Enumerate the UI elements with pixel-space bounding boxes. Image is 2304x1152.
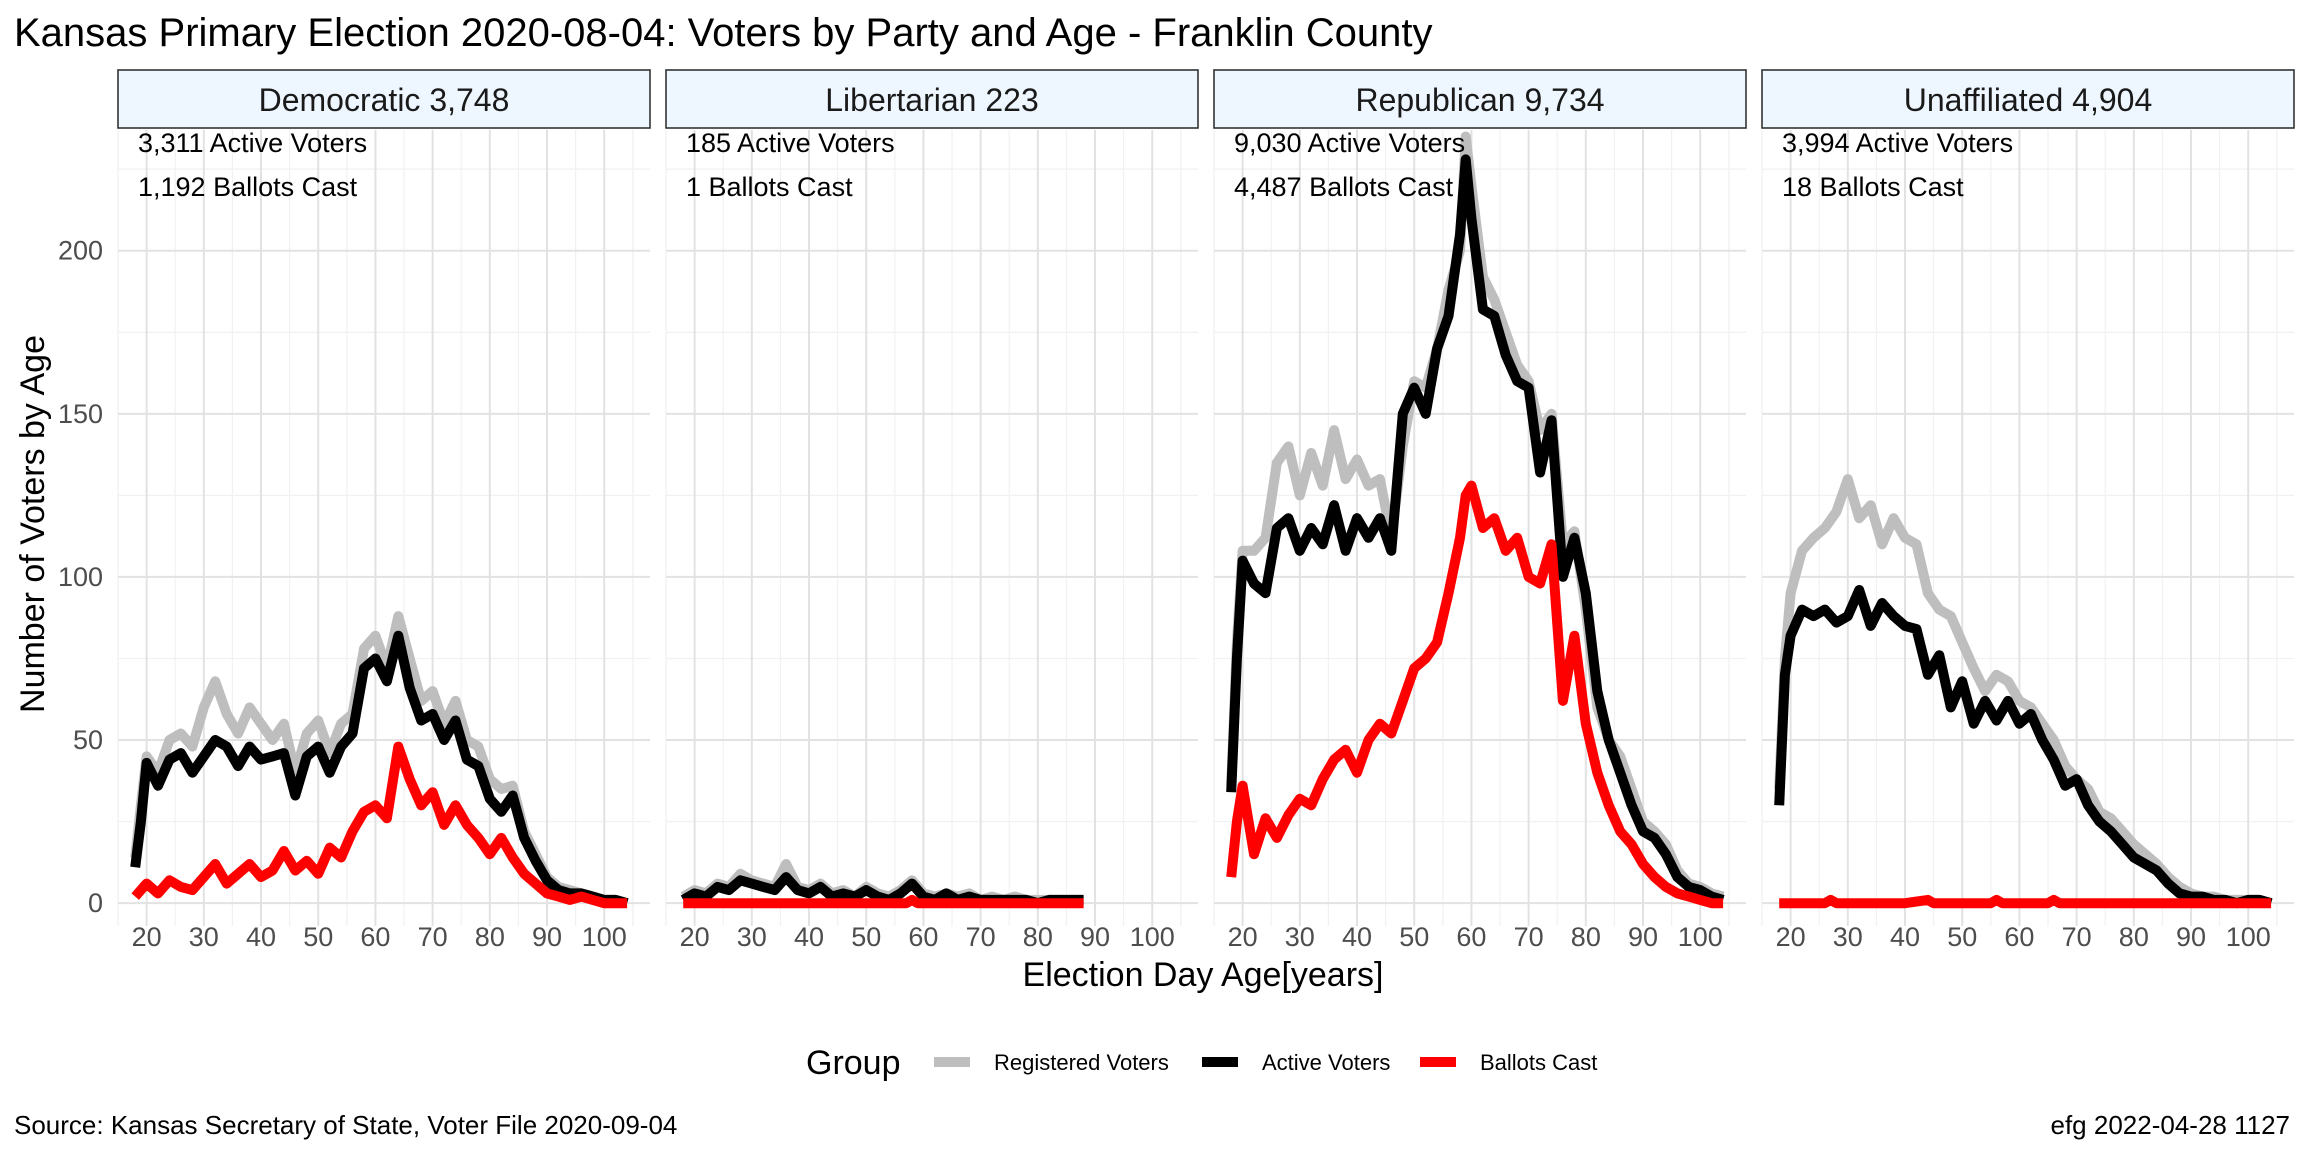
x-tick-label: 60 xyxy=(908,922,938,952)
x-tick-label: 30 xyxy=(737,922,767,952)
x-tick-label: 90 xyxy=(1080,922,1110,952)
x-tick-label: 100 xyxy=(2226,922,2271,952)
x-tick-label: 30 xyxy=(189,922,219,952)
gridlines xyxy=(1761,130,2294,926)
x-tick-label: 80 xyxy=(475,922,505,952)
strip-label: Republican 9,734 xyxy=(1355,82,1604,118)
facet-panel-3: Republican 9,734 9,030 Active Voters 4,487… xyxy=(1213,69,1747,952)
ballots-cast-label: 4,487 Ballots Cast xyxy=(1234,172,1454,202)
x-tick-label: 60 xyxy=(2004,922,2034,952)
x-tick-label: 30 xyxy=(1285,922,1315,952)
x-tick-label: 90 xyxy=(532,922,562,952)
gridlines xyxy=(1213,130,1746,926)
x-tick-label: 90 xyxy=(1628,922,1658,952)
series-line-ballots xyxy=(1779,894,2272,909)
series-line-active xyxy=(130,630,629,909)
x-tick-label: 40 xyxy=(794,922,824,952)
x-axis-title: Election Day Age[years] xyxy=(1023,956,1384,994)
gridlines xyxy=(117,130,650,926)
facet-panel-2: Libertarian 223 185 Active Voters 1 Ballot… xyxy=(665,69,1199,952)
strip-background xyxy=(117,69,651,129)
x-tick-label: 100 xyxy=(582,922,627,952)
x-tick-label: 40 xyxy=(1890,922,1920,952)
facet-panel-1: Democratic 3,748 3,311 Active Voters 1,192… xyxy=(117,69,651,952)
facet-panel-4: Unaffiliated 4,904 3,994 Active Voters 18 … xyxy=(1761,69,2295,952)
active-voters-label: 3,994 Active Voters xyxy=(1782,128,2013,158)
y-tick-label: 200 xyxy=(58,236,103,266)
x-tick-label: 90 xyxy=(2176,922,2206,952)
y-tick-label: 0 xyxy=(88,888,103,918)
x-tick-label: 70 xyxy=(2062,922,2092,952)
legend-entries: Registered Voters Active Voters Ballots Ca… xyxy=(934,1050,1597,1075)
y-tick-label: 100 xyxy=(58,562,103,592)
x-tick-label: 80 xyxy=(1571,922,1601,952)
active-voters-label: 185 Active Voters xyxy=(686,128,895,158)
x-tick-label: 40 xyxy=(246,922,276,952)
x-tick-label: 80 xyxy=(2119,922,2149,952)
source-caption: Source: Kansas Secretary of State, Voter… xyxy=(14,1110,677,1140)
x-tick-label: 80 xyxy=(1023,922,1053,952)
x-tick-label: 50 xyxy=(1399,922,1429,952)
legend-label: Registered Voters xyxy=(994,1050,1169,1075)
active-voters-label: 9,030 Active Voters xyxy=(1234,128,1465,158)
x-tick-label: 100 xyxy=(1130,922,1175,952)
x-tick-label: 70 xyxy=(966,922,996,952)
legend-title: Group xyxy=(806,1044,901,1082)
x-tick-label: 30 xyxy=(1833,922,1863,952)
x-tick-label: 50 xyxy=(851,922,881,952)
series-line-ballots xyxy=(131,741,628,909)
strip-label: Libertarian 223 xyxy=(825,82,1038,118)
x-tick-label: 70 xyxy=(1514,922,1544,952)
ballots-cast-label: 1,192 Ballots Cast xyxy=(138,172,358,202)
x-tick-label: 20 xyxy=(1228,922,1258,952)
ballots-cast-label: 1 Ballots Cast xyxy=(686,172,853,202)
strip-background xyxy=(1213,69,1747,129)
x-tick-label: 20 xyxy=(680,922,710,952)
strip-background xyxy=(1761,69,2295,129)
x-tick-label: 40 xyxy=(1342,922,1372,952)
y-tick-label: 150 xyxy=(58,399,103,429)
ballots-cast-label: 18 Ballots Cast xyxy=(1782,172,1964,202)
series-line-ballots xyxy=(683,894,1084,909)
y-axis-title: Number of Voters by Age xyxy=(14,335,52,713)
strip-label: Democratic 3,748 xyxy=(259,82,510,118)
strip-background xyxy=(665,69,1199,129)
active-voters-label: 3,311 Active Voters xyxy=(138,128,367,158)
series-line-registered xyxy=(1774,474,2273,909)
legend-label: Active Voters xyxy=(1262,1050,1390,1075)
x-tick-label: 70 xyxy=(418,922,448,952)
legend: Group Registered Voters Active Voters Ball… xyxy=(806,1044,1597,1082)
x-tick-label: 60 xyxy=(360,922,390,952)
strip-label: Unaffiliated 4,904 xyxy=(1904,82,2152,118)
y-axis-ticks: 0 50 100 150 200 xyxy=(58,236,103,918)
y-tick-label: 50 xyxy=(73,725,103,755)
author-caption: efg 2022-04-28 1127 xyxy=(2051,1110,2291,1140)
x-tick-label: 20 xyxy=(132,922,162,952)
chart-title: Kansas Primary Election 2020-08-04: Vote… xyxy=(14,11,1433,55)
x-tick-label: 50 xyxy=(1947,922,1977,952)
x-tick-label: 60 xyxy=(1456,922,1486,952)
series-line-ballots xyxy=(1226,480,1724,909)
gridlines xyxy=(665,130,1198,926)
series-line-active xyxy=(1774,585,2273,909)
facet-panels: Democratic 3,748 3,311 Active Voters 1,192… xyxy=(58,69,2295,952)
x-tick-label: 20 xyxy=(1776,922,1806,952)
legend-label: Ballots Cast xyxy=(1480,1050,1597,1075)
x-tick-label: 100 xyxy=(1678,922,1723,952)
x-tick-label: 50 xyxy=(303,922,333,952)
series-line-active xyxy=(1226,154,1725,905)
